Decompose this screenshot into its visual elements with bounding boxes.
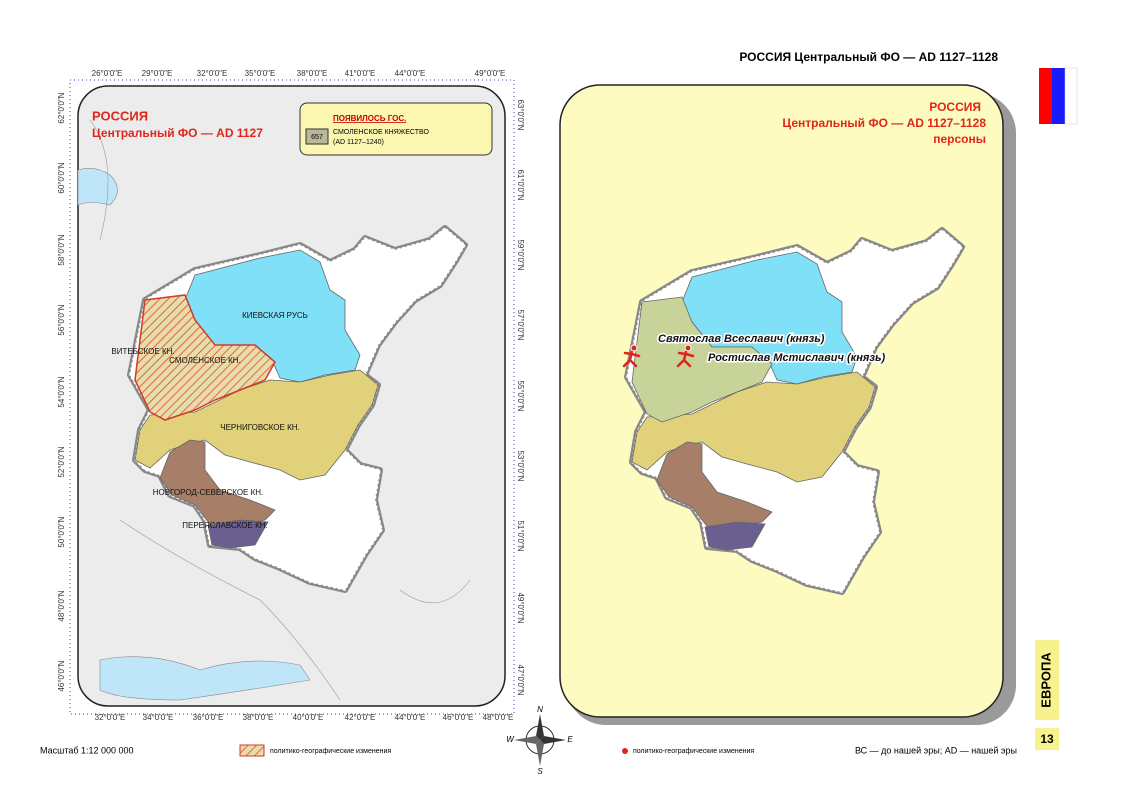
map-subtitle: Центральный ФО — AD 1127–1128 bbox=[782, 116, 986, 130]
lat-tick-label: 49°0'0"N bbox=[516, 592, 525, 623]
person-icon bbox=[676, 344, 695, 368]
changed-region bbox=[134, 294, 276, 421]
map-subtitle: Центральный ФО — AD 1127 bbox=[92, 126, 263, 140]
legend-swatch bbox=[239, 744, 265, 757]
lon-tick-label: 49°0'0"E bbox=[475, 69, 506, 78]
section-tab bbox=[1035, 640, 1059, 720]
region-label: ВИТЕБСКОЕ КН. bbox=[111, 347, 174, 356]
compass-letter: S bbox=[537, 767, 543, 776]
legend-heading: ПОЯВИЛОСЬ ГОС. bbox=[333, 114, 406, 123]
lat-tick-label: 55°0'0"N bbox=[516, 380, 525, 411]
lon-tick-label: 42°0'0"E bbox=[345, 713, 376, 722]
compass-letter: E bbox=[567, 735, 573, 744]
lat-tick-label: 50°0'0"N bbox=[57, 516, 66, 547]
lat-tick-label: 59°0'0"N bbox=[516, 239, 525, 270]
legend-state: СМОЛЕНСКОЕ КНЯЖЕСТВО bbox=[333, 129, 429, 136]
compass-letter: N bbox=[537, 705, 543, 714]
lon-tick-label: 35°0'0"E bbox=[245, 69, 276, 78]
lat-tick-label: 47°0'0"N bbox=[516, 664, 525, 695]
page-number: 13 bbox=[1040, 732, 1054, 746]
lat-tick-label: 48°0'0"N bbox=[57, 590, 66, 621]
lon-tick-label: 41°0'0"E bbox=[345, 69, 376, 78]
flag bbox=[1039, 67, 1078, 125]
region-label: СМОЛЕНСКОЕ КН. bbox=[169, 356, 241, 365]
era-note: ВС — до нашей эры; AD — нашей эры bbox=[855, 745, 1017, 755]
lon-tick-label: 32°0'0"E bbox=[197, 69, 228, 78]
person-icon bbox=[622, 344, 641, 368]
lat-tick-label: 46°0'0"N bbox=[57, 660, 66, 691]
compass: N W E S bbox=[506, 705, 573, 776]
lon-tick-label: 44°0'0"E bbox=[395, 713, 426, 722]
lat-tick-label: 63°0'0"N bbox=[516, 99, 525, 130]
lon-tick-label: 46°0'0"E bbox=[443, 713, 474, 722]
lat-tick-label: 53°0'0"N bbox=[516, 450, 525, 481]
right-map: РОССИЯ Центральный ФО — AD 1127–1128 пер… bbox=[559, 84, 1016, 725]
legend-swatch bbox=[622, 748, 628, 754]
map-caption: персоны bbox=[933, 132, 986, 146]
lat-tick-label: 61°0'0"N bbox=[516, 169, 525, 200]
lon-tick-label: 48°0'0"E bbox=[483, 713, 514, 722]
legend-text: политико-географические изменения bbox=[270, 748, 391, 755]
lat-tick-label: 57°0'0"N bbox=[516, 309, 525, 340]
lon-tick-label: 40°0'0"E bbox=[293, 713, 324, 722]
lat-tick-label: 51°0'0"N bbox=[516, 520, 525, 551]
lon-tick-label: 26°0'0"E bbox=[92, 69, 123, 78]
map-title: РОССИЯ bbox=[92, 108, 148, 123]
lon-tick-label: 36°0'0"E bbox=[193, 713, 224, 722]
lat-tick-label: 52°0'0"N bbox=[57, 446, 66, 477]
region-label: ЧЕРНИГОВСКОЕ КН. bbox=[220, 423, 300, 432]
lon-tick-label: 29°0'0"E bbox=[142, 69, 173, 78]
region-label: КИЕВСКАЯ РУСЬ bbox=[242, 311, 308, 320]
lon-tick-label: 44°0'0"E bbox=[395, 69, 426, 78]
person-name: Ростислав Мстиславич (князь) bbox=[708, 352, 886, 364]
person-name: Святослав Всеславич (князь) bbox=[658, 333, 825, 345]
legend-period: (AD 1127–1240) bbox=[333, 139, 384, 146]
legend-code: 657 bbox=[311, 134, 323, 141]
scale: Масштаб 1:12 000 000 bbox=[40, 745, 134, 755]
lon-tick-label: 32°0'0"E bbox=[95, 713, 126, 722]
lat-tick-label: 60°0'0"N bbox=[57, 162, 66, 193]
lat-tick-label: 54°0'0"N bbox=[57, 376, 66, 407]
lon-tick-label: 34°0'0"E bbox=[143, 713, 174, 722]
legend-text: политико-географические изменения bbox=[633, 748, 754, 755]
lon-tick-label: 38°0'0"E bbox=[297, 69, 328, 78]
map-title: РОССИЯ bbox=[929, 100, 981, 114]
section-label: ЕВРОПА bbox=[1038, 652, 1053, 708]
region-label: НОВГОРОД-СЕВЕРСКОЕ КН. bbox=[153, 488, 264, 497]
page-tab bbox=[1035, 728, 1059, 750]
legend-box: ПОЯВИЛОСЬ ГОС. 657 СМОЛЕНСКОЕ КНЯЖЕСТВО … bbox=[299, 102, 493, 156]
lat-tick-label: 58°0'0"N bbox=[57, 234, 66, 265]
lat-tick-label: 56°0'0"N bbox=[57, 304, 66, 335]
lat-tick-label: 62°0'0"N bbox=[57, 92, 66, 123]
page-header: РОССИЯ Центральный ФО — AD 1127–1128 bbox=[739, 50, 998, 64]
lon-tick-label: 38°0'0"E bbox=[243, 713, 274, 722]
left-map: РОССИЯ Центральный ФО — AD 1127 ПОЯВИЛОС… bbox=[57, 69, 525, 722]
region-label: ПЕРЕЯСЛАВСКОЕ КН. bbox=[182, 521, 268, 530]
compass-letter: W bbox=[506, 735, 515, 744]
